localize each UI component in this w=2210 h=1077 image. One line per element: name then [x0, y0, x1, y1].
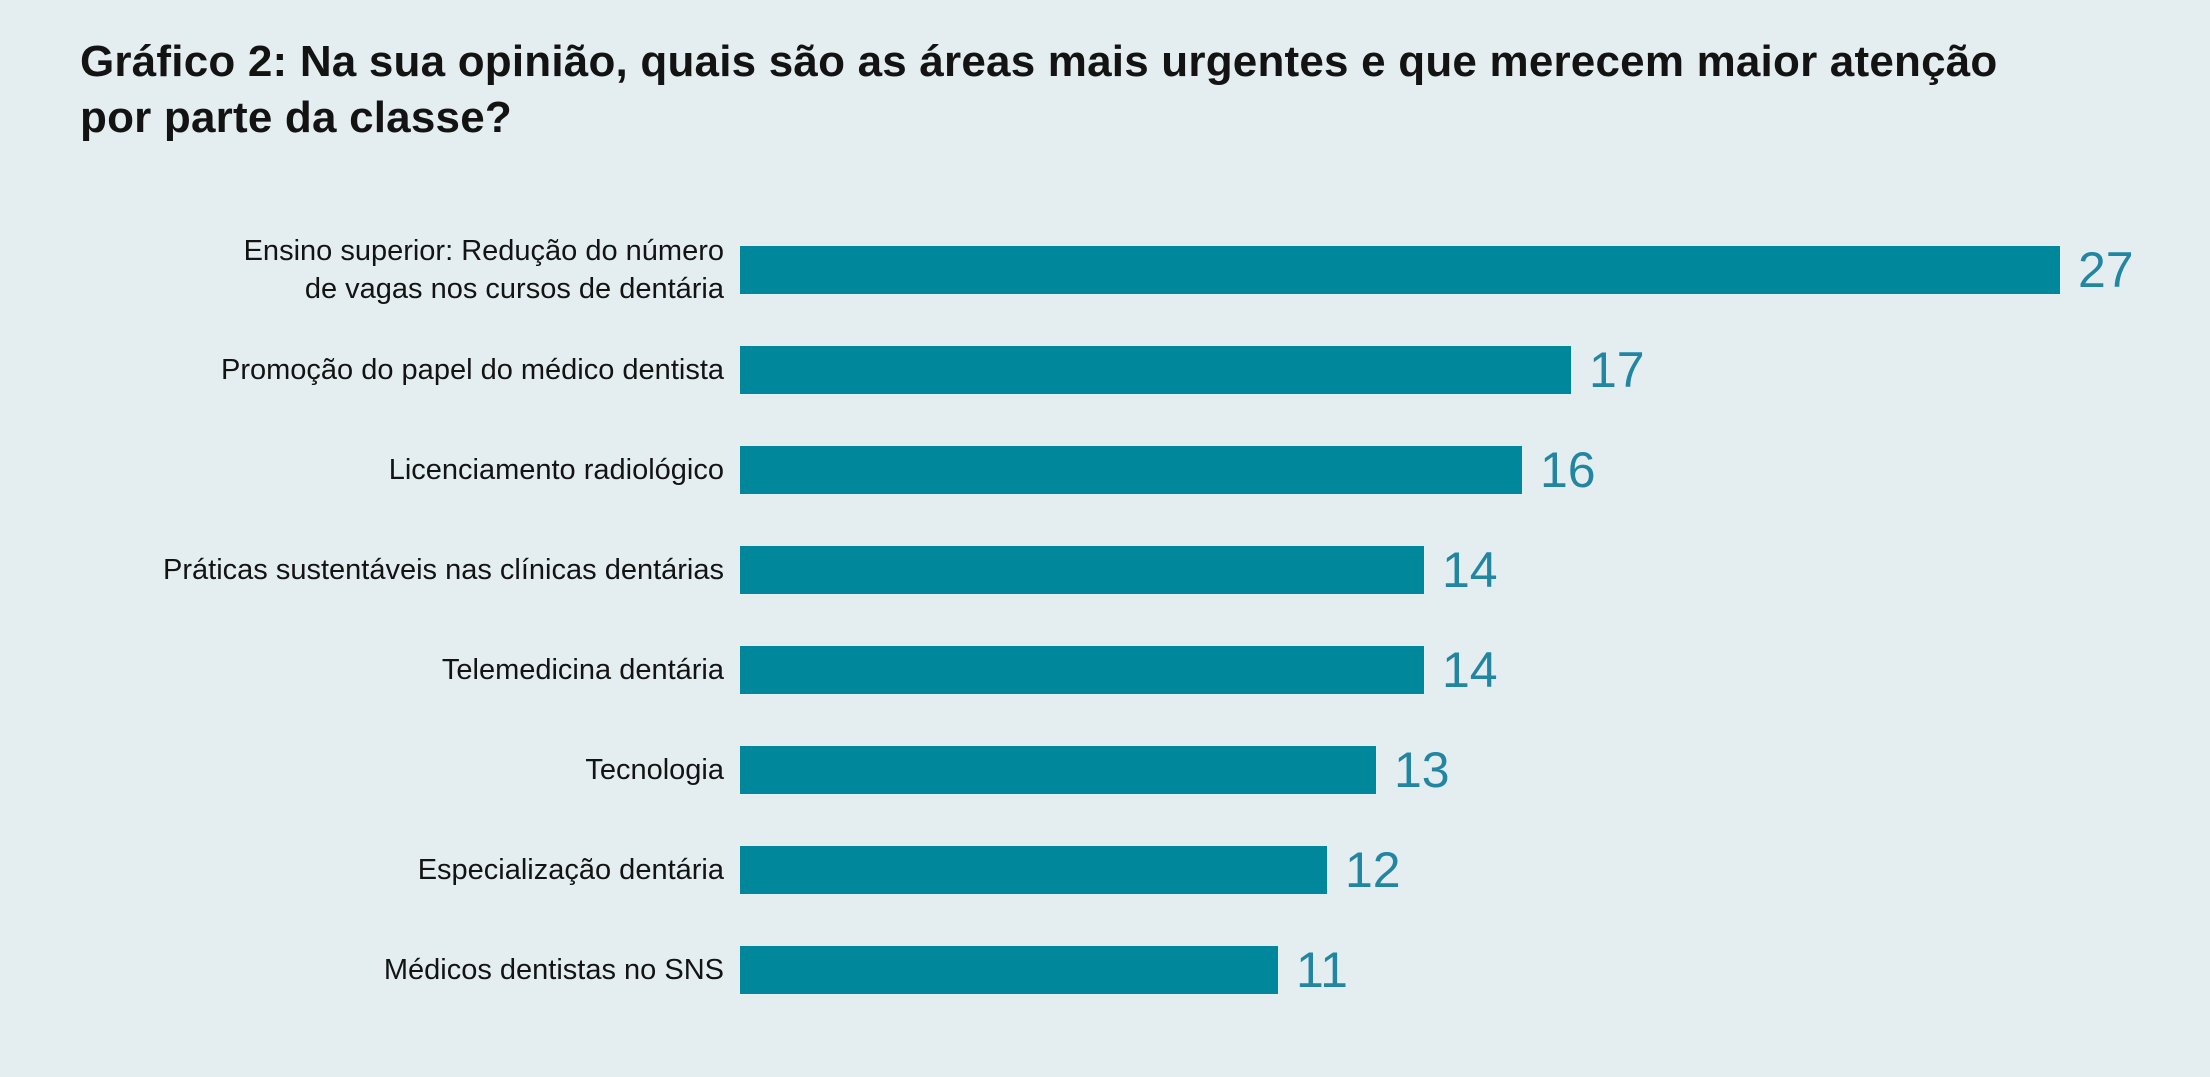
bar-row: Telemedicina dentária 14 — [80, 620, 2190, 720]
bar-chart: Ensino superior: Redução do número de va… — [80, 220, 2190, 1020]
bar — [740, 246, 2060, 294]
value-label: 14 — [1442, 542, 1498, 598]
bar — [740, 846, 1327, 894]
bar — [740, 746, 1376, 794]
bar — [740, 946, 1278, 994]
category-label: Telemedicina dentária — [441, 653, 724, 686]
value-label: 16 — [1540, 442, 1596, 498]
bar-row: Ensino superior: Redução do número de va… — [80, 220, 2190, 320]
value-label: 14 — [1442, 642, 1498, 698]
bar — [740, 646, 1424, 694]
value-label: 11 — [1296, 942, 1348, 998]
bar — [740, 346, 1571, 394]
value-label: 17 — [1589, 342, 1645, 398]
bar-track: 14 — [740, 642, 2190, 698]
category-label: Médicos dentistas no SNS — [383, 953, 724, 986]
bar — [740, 446, 1522, 494]
bar-row: Promoção do papel do médico dentista 17 — [80, 320, 2190, 420]
bar — [740, 546, 1424, 594]
category-label: Licenciamento radiológico — [388, 453, 724, 486]
page-title: Gráfico 2: Na sua opinião, quais são as … — [80, 37, 1998, 142]
category-label: Ensino superior: Redução do número de va… — [243, 234, 724, 305]
bar-row: Tecnologia 13 — [80, 720, 2190, 820]
bar-row: Práticas sustentáveis nas clínicas dentá… — [80, 520, 2190, 620]
bar-row: Licenciamento radiológico 16 — [80, 420, 2190, 520]
category-label: Especialização dentária — [417, 853, 724, 886]
bar-track: 27 — [740, 242, 2190, 298]
value-label: 13 — [1394, 742, 1450, 798]
bar-row: Médicos dentistas no SNS 11 — [80, 920, 2190, 1020]
category-label: Tecnologia — [585, 753, 724, 786]
category-label: Promoção do papel do médico dentista — [221, 353, 724, 386]
value-label: 27 — [2078, 242, 2134, 298]
category-label: Práticas sustentáveis nas clínicas dentá… — [163, 553, 724, 586]
bar-track: 13 — [740, 742, 2190, 798]
value-label: 12 — [1345, 842, 1401, 898]
bar-row: Especialização dentária 12 — [80, 820, 2190, 920]
bar-track: 11 — [740, 942, 2190, 998]
bar-track: 12 — [740, 842, 2190, 898]
bar-track: 17 — [740, 342, 2190, 398]
bar-track: 16 — [740, 442, 2190, 498]
bar-track: 14 — [740, 542, 2190, 598]
